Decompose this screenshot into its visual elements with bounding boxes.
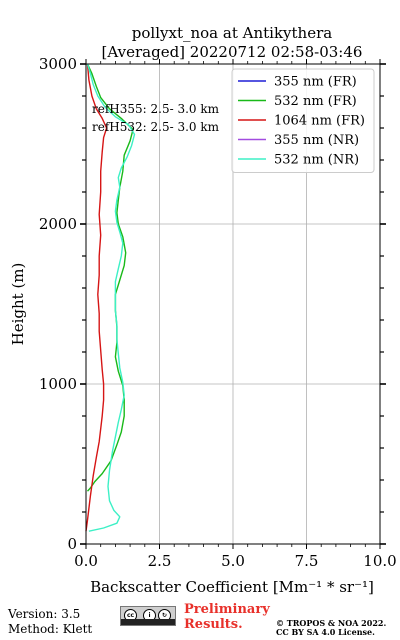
preliminary-line2: Results.	[184, 617, 243, 632]
y-tick-label: 2000	[39, 215, 77, 233]
chart-subtitle: [Averaged] 20220712 02:58-03:46	[102, 43, 363, 61]
y-tick-label: 3000	[39, 55, 77, 73]
copyright-notice: © TROPOS & NOA 2022. CC BY SA 4.0 Licens…	[276, 619, 386, 637]
copyright-line2: CC BY SA 4.0 License.	[276, 627, 375, 637]
chart-title: pollyxt_noa at Antikythera	[132, 24, 332, 42]
x-tick-label: 0.0	[74, 552, 98, 570]
version-info: Version: 3.5 Method: Klett	[8, 607, 92, 637]
ref-height-annotation: refH355: 2.5- 3.0 km	[92, 102, 220, 116]
y-tick-label: 0	[67, 535, 77, 553]
annotations: refH355: 2.5- 3.0 km refH532: 2.5- 3.0 km	[92, 102, 220, 134]
copyright-line1: © TROPOS & NOA 2022.	[276, 618, 387, 628]
x-tick-label: 2.5	[148, 552, 172, 570]
x-axis-label: Backscatter Coefficient [Mm⁻¹ * sr⁻¹]	[90, 578, 374, 596]
legend-entry: 532 nm (FR)	[274, 94, 357, 109]
plot-lines	[85, 63, 136, 532]
method-text: Method: Klett	[8, 622, 93, 636]
legend: 355 nm (FR) 532 nm (FR) 1064 nm (FR) 355 nm…	[231, 68, 375, 173]
series-line-2	[85, 63, 108, 532]
cc-license-icon: cc i ↻	[120, 606, 176, 626]
axis-ticks: 0.0 2.5 5.0 7.5 10.0 0 1000 2000 3000	[39, 55, 397, 570]
y-axis-label: Height (m)	[9, 263, 27, 346]
version-text: Version: 3.5	[8, 607, 81, 621]
preliminary-line1: Preliminary	[184, 602, 270, 617]
ref-height-annotation: refH532: 2.5- 3.0 km	[92, 120, 220, 134]
x-tick-label: 10.0	[363, 552, 396, 570]
legend-entry: 532 nm (NR)	[274, 153, 359, 168]
legend-box	[231, 68, 375, 173]
x-tick-label: 7.5	[295, 552, 319, 570]
legend-entry: 355 nm (NR)	[274, 133, 359, 148]
series-line-4	[86, 63, 136, 532]
x-tick-label: 5.0	[221, 552, 245, 570]
legend-entry: 1064 nm (FR)	[274, 114, 365, 129]
legend-entry: 355 nm (FR)	[274, 75, 357, 90]
preliminary-results-label: Preliminary Results.	[184, 602, 270, 632]
y-tick-label: 1000	[39, 375, 77, 393]
